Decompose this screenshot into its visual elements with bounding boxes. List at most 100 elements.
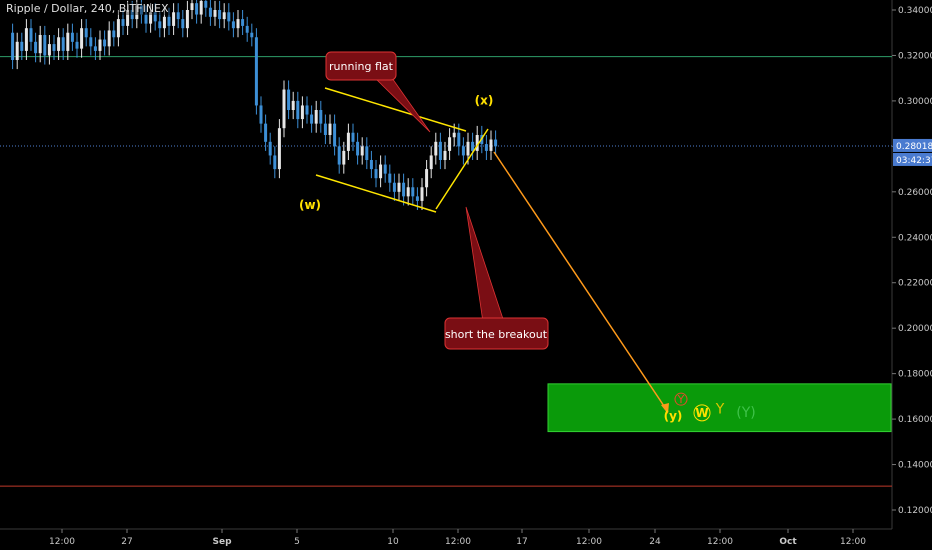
candle-body <box>167 16 171 26</box>
grid <box>0 0 893 530</box>
candle-body <box>342 150 346 165</box>
candle-body <box>484 144 488 151</box>
candle-body <box>236 19 240 29</box>
candle-body <box>425 169 429 188</box>
candle-body <box>98 39 102 51</box>
candle-body <box>337 146 341 165</box>
candle-body <box>346 132 350 151</box>
candle-body <box>241 19 245 26</box>
candle-body <box>323 123 327 135</box>
candle-body <box>296 100 300 120</box>
x-tick-label: 12:00 <box>840 537 866 547</box>
candle-body <box>231 21 235 29</box>
candle-body <box>208 7 212 17</box>
y-axis[interactable]: 0.340000.320000.300000.280000.260000.240… <box>892 6 932 516</box>
callout-box <box>325 51 397 81</box>
x-tick-label: 10 <box>387 537 399 547</box>
target-zone <box>547 383 892 433</box>
wave-label-w: (w) <box>299 198 321 212</box>
candle-body <box>392 182 396 192</box>
x-tick-label: 12:00 <box>445 537 471 547</box>
candle-body <box>11 32 15 60</box>
candle-body <box>429 155 433 170</box>
y-tick-label: 0.16000 <box>898 415 932 425</box>
candle-body <box>369 160 373 170</box>
candle-body <box>89 37 93 47</box>
wave-label-Y-paren: (Y) <box>736 405 755 421</box>
candle-body <box>245 25 249 33</box>
callout-short-breakout: short the breakout <box>445 328 548 341</box>
candle-body <box>144 14 148 24</box>
candle-body <box>287 89 291 110</box>
candle-body <box>448 137 452 151</box>
price-label: 0.28018 <box>896 142 932 152</box>
candle-body <box>172 12 176 26</box>
candle-body <box>250 32 254 38</box>
wave-label-y: (y) <box>664 409 683 423</box>
candle-body <box>443 150 447 160</box>
wave-circle <box>674 392 688 406</box>
projection-arrow <box>493 151 669 413</box>
y-tick-label: 0.20000 <box>898 324 932 334</box>
candle-body <box>57 37 61 51</box>
candle-body <box>277 128 281 170</box>
x-tick-label: 12:00 <box>576 537 602 547</box>
y-tick-label: 0.30000 <box>898 97 932 107</box>
candle-body <box>471 141 475 151</box>
candle-body <box>93 46 97 51</box>
candle-body <box>149 12 153 24</box>
wave-label-W-circled: W <box>695 406 708 420</box>
candle-body <box>434 141 438 156</box>
callout-box <box>444 317 549 350</box>
candle-body <box>452 132 456 138</box>
candle-body <box>333 123 337 147</box>
candle-body <box>406 187 410 197</box>
candle-body <box>34 41 38 54</box>
candle-body <box>300 105 304 120</box>
channel-upper-line <box>324 87 467 132</box>
candle-body <box>213 10 217 17</box>
candle-body <box>328 123 332 135</box>
candle-body <box>273 155 277 170</box>
candle-body <box>24 28 28 51</box>
wave-labels: (w) (x) (y) YW Y (Y) <box>299 93 756 423</box>
candle-body <box>291 100 295 110</box>
horizontal-lines <box>0 56 892 487</box>
x-axis[interactable]: 12:00 27 Sep 5 10 12:00 17 12:00 24 12:00 Oct 12:00 <box>49 529 866 547</box>
y-tick-label: 0.34000 <box>898 6 932 16</box>
countdown-box <box>893 152 932 166</box>
x-tick-label: 5 <box>294 537 300 547</box>
candle-body <box>489 139 493 151</box>
candle-body <box>268 141 272 156</box>
candle-body <box>494 139 498 147</box>
candle-body <box>121 19 125 26</box>
wave-circle <box>693 404 711 422</box>
candle-body <box>351 132 355 142</box>
candle-body <box>383 164 387 174</box>
candle-body <box>402 182 406 197</box>
callout-pointer <box>465 206 505 323</box>
candle-body <box>204 0 208 8</box>
candle-body <box>61 37 65 51</box>
x-tick-label: 27 <box>121 537 132 547</box>
candle-body <box>461 146 465 156</box>
candle-body <box>15 41 19 60</box>
candle-body <box>466 141 470 156</box>
candle-body <box>199 0 203 15</box>
candle-body <box>374 169 378 179</box>
drawings <box>315 87 669 414</box>
candle-body <box>107 30 111 47</box>
projection-arrowhead <box>661 403 669 414</box>
candle-body <box>360 146 364 156</box>
candle-body <box>195 3 199 15</box>
price-label-box <box>893 138 932 152</box>
candle-body <box>282 89 286 129</box>
x-tick-label: 12:00 <box>707 537 733 547</box>
candle-body <box>176 12 180 20</box>
y-tick-label: 0.14000 <box>898 461 932 471</box>
candle-body <box>135 5 139 20</box>
candle-body <box>112 30 116 38</box>
candle-body <box>222 12 226 20</box>
wave-label-Y: Y <box>715 401 725 417</box>
